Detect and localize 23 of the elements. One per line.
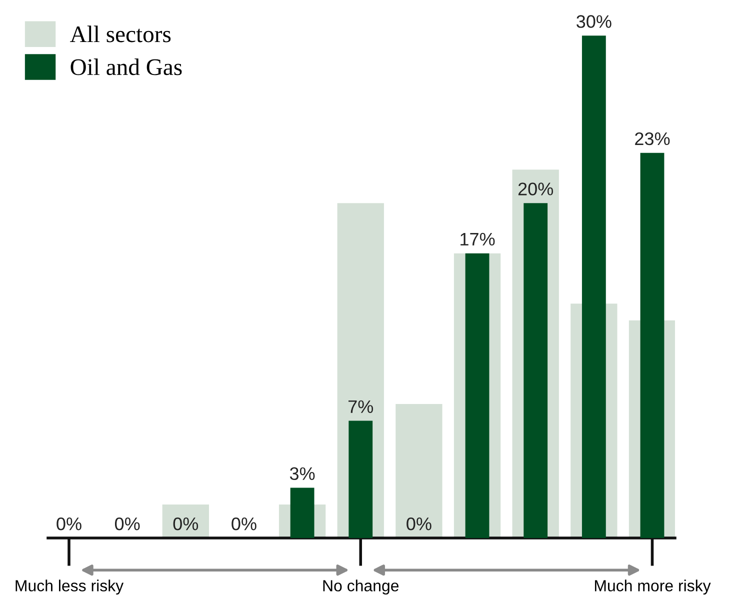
data-label: 20%	[518, 182, 554, 196]
data-label: 7%	[348, 400, 374, 413]
data-label: 0%	[114, 517, 140, 530]
data-label: 23%	[635, 132, 670, 146]
data-label: 30%	[576, 15, 612, 28]
data-label: 0%	[406, 517, 432, 530]
bar	[640, 152, 664, 538]
data-label: 0%	[232, 517, 256, 530]
bar	[290, 488, 314, 538]
bar	[348, 420, 373, 538]
data-label: 3%	[290, 467, 315, 480]
legend-label: Oil and Gas	[70, 58, 182, 76]
data-label: 17%	[460, 232, 495, 246]
legend-label: All sectors	[70, 26, 171, 42]
bar	[396, 404, 442, 538]
x-tick-label: No change	[323, 580, 399, 595]
x-tick-label: Much less risky	[16, 580, 124, 595]
data-label: 0%	[56, 517, 82, 530]
bar	[524, 203, 548, 538]
data-label: 0%	[173, 517, 198, 530]
x-tick-label: Much more risky	[594, 580, 711, 595]
bar	[582, 36, 606, 538]
bar	[465, 253, 490, 538]
